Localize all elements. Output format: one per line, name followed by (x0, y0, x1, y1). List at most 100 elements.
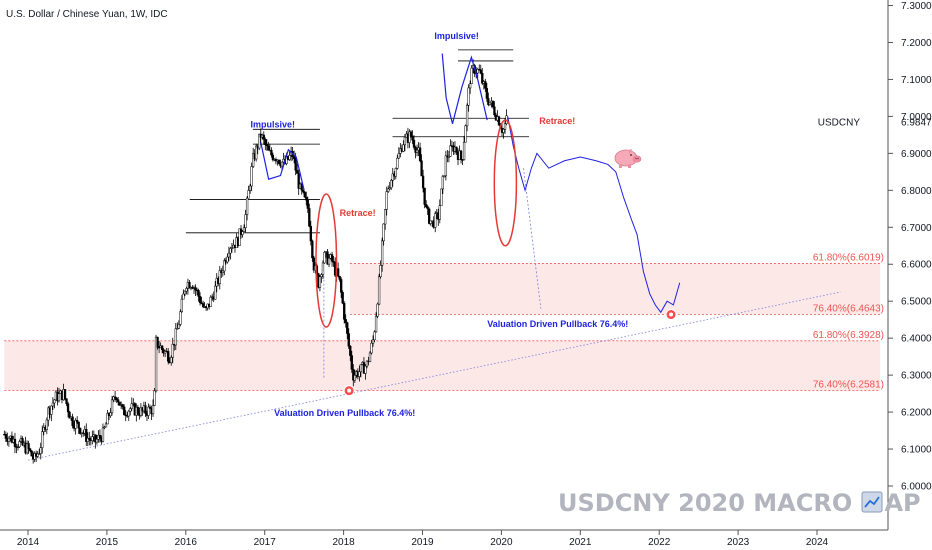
candle-body (18, 441, 21, 448)
y-tick-label: 6.2000 (901, 408, 932, 419)
overlay-drawings (260, 53, 677, 397)
y-tick-label: 7.3000 (901, 1, 932, 12)
candle-body (227, 252, 231, 258)
candle-body (350, 355, 353, 370)
candle-body (408, 131, 411, 143)
y-tick-label: 7.0000 (901, 112, 932, 123)
candle-body (396, 157, 399, 169)
candle-body (28, 448, 32, 452)
retrace-ellipse (315, 193, 338, 328)
fib-zone-0 (4, 340, 881, 391)
candle-body (423, 187, 426, 205)
candle-body (391, 173, 394, 181)
candle-body (358, 371, 361, 377)
candle-body (4, 434, 7, 439)
candle-body (154, 336, 158, 392)
candle-body (467, 87, 470, 106)
candle-body (101, 427, 105, 442)
candle-body (200, 302, 203, 304)
candle-body (343, 302, 346, 320)
candle-body (248, 185, 252, 191)
retrace-ellipse (493, 119, 518, 247)
x-tick-label: 2021 (569, 537, 592, 548)
candle-body (370, 342, 373, 354)
y-tick-label: 6.6000 (901, 260, 932, 271)
candle-body (332, 261, 335, 263)
y-tick-label: 6.4000 (901, 334, 932, 345)
candle-body (214, 285, 217, 300)
candle-body (341, 292, 344, 304)
candle-body (7, 438, 11, 442)
candle-body (38, 453, 41, 455)
candle-body (476, 69, 479, 74)
x-tick-label: 2014 (17, 537, 40, 548)
candle-body (71, 416, 74, 426)
annotation-label: Retrace! (340, 208, 376, 218)
candle-body (434, 213, 437, 228)
price-tag-label: USDCNY (818, 118, 861, 129)
y-tick-label: 6.5000 (901, 297, 932, 308)
candle-body (444, 155, 448, 177)
candle-body (306, 199, 309, 209)
fib-level-label: 76.40%(6.2581) (813, 380, 884, 391)
y-tick-label: 6.9000 (901, 149, 932, 160)
pig-icon (614, 149, 642, 168)
fib-level-label: 61.80%(6.6019) (813, 253, 884, 264)
candle-body (294, 158, 297, 171)
y-tick-label: 6.8000 (901, 186, 932, 197)
candle-body (110, 399, 114, 414)
candle-body (223, 260, 226, 272)
candle-body (57, 393, 61, 402)
candle-body (415, 149, 419, 153)
candle-body (488, 102, 492, 105)
x-tick-label: 2016 (175, 537, 198, 548)
candle-body (364, 365, 367, 374)
candle-body (121, 404, 124, 408)
candle-body (209, 297, 212, 307)
chart-title: U.S. Dollar / Chinese Yuan, 1W, IDC (6, 9, 168, 20)
candle-body (123, 406, 126, 416)
candle-body (201, 303, 205, 307)
projection-path (507, 116, 681, 314)
candle-body (455, 146, 458, 153)
candle-body (303, 191, 306, 198)
candle-body (91, 436, 94, 441)
candle-body (497, 116, 501, 126)
candle-body (352, 369, 355, 381)
candle-body (409, 131, 413, 137)
candle-body (98, 435, 102, 439)
candle-body (470, 67, 473, 84)
candle-body (447, 156, 451, 158)
candle-body (438, 205, 441, 220)
impulse-sketch (260, 142, 305, 191)
candle-body (412, 139, 416, 148)
x-axis-ticks: 2014 2015 2016 2017 2018 2019 2020 2021 2022 2023… (17, 530, 829, 548)
candle-body (385, 191, 388, 210)
impulse-sketch (441, 53, 488, 124)
candle-body (440, 188, 443, 207)
candle-body (308, 208, 311, 227)
candle-body (346, 322, 349, 334)
candle-body (387, 188, 390, 192)
candle-body (481, 73, 484, 84)
candle-body (503, 123, 507, 130)
fib-zones: 61.80%(6.3928) 76.40%(6.2581) 61.80%(6.601… (4, 253, 884, 392)
candle-body (388, 187, 391, 190)
candle-body (65, 398, 68, 404)
candle-body (153, 390, 156, 406)
candle-body (194, 287, 197, 291)
price-tag: USDCNY 6.9847 (818, 118, 932, 129)
candle-body (182, 293, 185, 300)
candle-body (371, 339, 375, 344)
candle-body (103, 426, 106, 429)
candle-body (188, 282, 191, 289)
candle-body (359, 364, 363, 373)
candle-body (374, 316, 378, 333)
candle-body (45, 419, 48, 430)
price-tag-value: 6.9847 (901, 118, 932, 129)
candle-body (183, 290, 187, 295)
candle-body (218, 270, 221, 284)
candle-body (53, 399, 56, 404)
y-tick-label: 6.3000 (901, 371, 932, 382)
